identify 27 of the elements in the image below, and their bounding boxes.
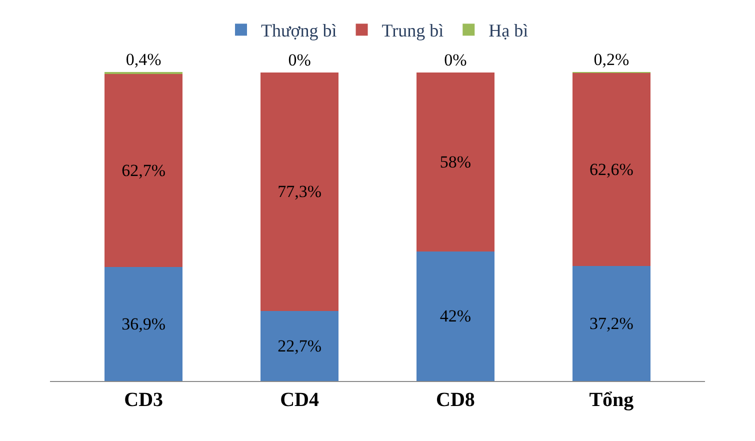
data-label: 62,6% — [589, 160, 634, 180]
data-label: 42% — [440, 306, 472, 326]
data-label: 0% — [288, 50, 311, 70]
bar — [104, 73, 183, 268]
legend-label: Trung bì — [382, 20, 444, 41]
x-tick-label: CD4 — [280, 389, 319, 411]
data-label: 0,4% — [126, 50, 162, 69]
data-label: 36,9% — [122, 314, 166, 334]
data-label: 22,7% — [278, 336, 322, 356]
legend-label: Hạ bì — [488, 20, 528, 41]
bar — [260, 310, 339, 381]
data-label: 0% — [444, 50, 467, 70]
x-tick-label: Tổng — [589, 389, 634, 411]
bar — [104, 267, 183, 381]
data-label: 0,2% — [594, 50, 630, 69]
bar — [260, 72, 339, 311]
bar — [572, 72, 650, 266]
bar — [416, 72, 494, 252]
bar — [416, 251, 494, 381]
data-label: 58% — [440, 152, 472, 172]
bar — [572, 266, 650, 381]
x-tick-label: CD8 — [436, 389, 475, 411]
legend-label: Thượng bì — [261, 20, 337, 41]
x-tick-label: CD3 — [124, 389, 164, 411]
data-label: 62,7% — [122, 160, 166, 180]
data-label: 37,2% — [589, 314, 634, 334]
data-label: 77,3% — [278, 182, 322, 202]
